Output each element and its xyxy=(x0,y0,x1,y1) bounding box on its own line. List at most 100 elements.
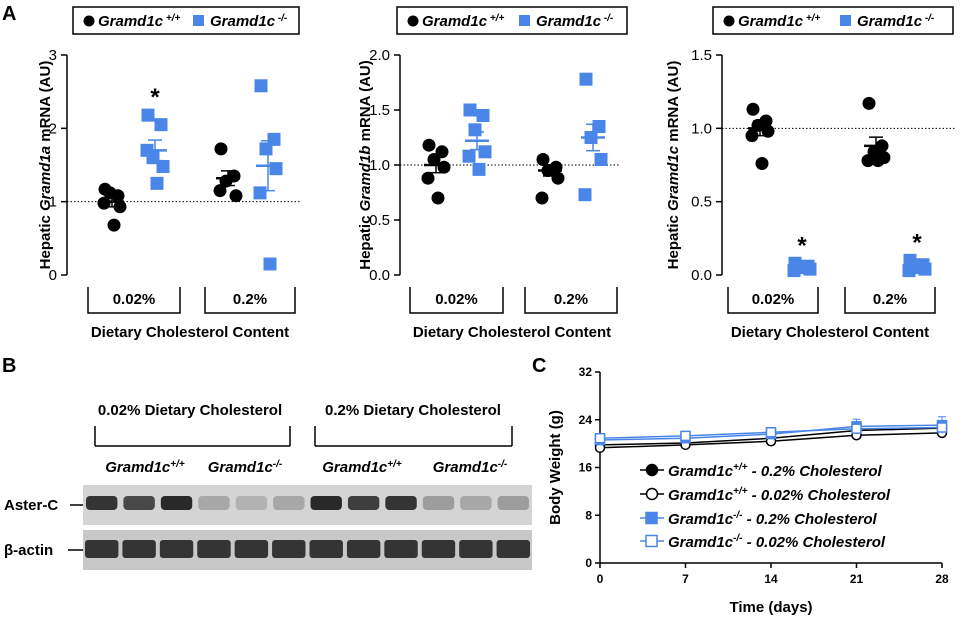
y-axis-label: Hepatic Gramd1c mRNA (AU) xyxy=(665,61,682,270)
legend-marker-wt xyxy=(83,15,95,27)
legend-gene: Gramd1c xyxy=(668,463,734,480)
chart-body-weight: 0 8 16 24 32 0 7 14 21 28 Time (days) Body Weight (… xyxy=(547,365,949,616)
data-point-wt xyxy=(437,160,451,174)
chart-gramd1b: Gramd1c +/+ Gramd1c -/-0.00.51.01.52.0Hep… xyxy=(357,6,628,341)
legend-label-wt: Gramd1c +/+ xyxy=(98,13,180,30)
data-point-ko xyxy=(594,153,608,166)
y-tick-label: 2 xyxy=(49,120,57,137)
legend-gene: Gramd1c xyxy=(668,534,734,551)
data-point-ko xyxy=(592,120,606,133)
y-tick-label: 1 xyxy=(49,194,57,211)
band-actin xyxy=(272,540,306,558)
category-label: 0.02% xyxy=(752,291,795,308)
blot-group-bracket xyxy=(94,426,291,447)
legend-marker xyxy=(645,511,658,525)
band-actin xyxy=(346,540,381,558)
blot-strip-actin xyxy=(83,530,532,570)
y-tick-label: 32 xyxy=(579,365,593,379)
data-point-ko xyxy=(269,162,283,176)
legend-marker-wt xyxy=(723,15,735,27)
y-label-prefix: Hepatic xyxy=(357,211,374,269)
chart-gramd1c: Gramd1c +/+ Gramd1c -/-0.00.51.01.5Hepati… xyxy=(665,6,955,341)
band-actin xyxy=(421,540,456,558)
x-tick-label: 28 xyxy=(935,572,949,586)
y-label-prefix: Hepatic xyxy=(37,211,54,269)
legend-label-ko: Gramd1c -/- xyxy=(536,13,614,30)
legend-suffix: - 0.02% Cholesterol xyxy=(748,487,891,504)
y-label-suffix: mRNA (AU) xyxy=(357,60,374,145)
band-aster xyxy=(385,496,417,510)
band-aster xyxy=(235,496,268,510)
blot-group-label: 0.02% Dietary Cholesterol xyxy=(98,402,282,419)
legend-gene: Gramd1c xyxy=(668,511,734,528)
panel-letter-b: B xyxy=(2,355,16,377)
legend-label-ko: Gramd1c -/- xyxy=(210,13,288,30)
blot-group-bracket xyxy=(314,426,513,447)
band-actin xyxy=(459,540,493,558)
category-bracket xyxy=(727,287,819,314)
data-point-wt xyxy=(755,157,769,171)
x-tick-label: 0 xyxy=(597,572,604,586)
blot-strip-aster xyxy=(83,485,532,525)
data-point-wt xyxy=(107,218,121,232)
data-point-ko xyxy=(478,145,492,159)
data-point-wt xyxy=(536,153,550,166)
band-aster xyxy=(86,496,118,510)
genotype-gene: Gramd1c xyxy=(105,459,171,476)
data-point-ko xyxy=(156,159,170,173)
data-point-wt xyxy=(427,153,441,166)
legend-marker xyxy=(645,487,659,501)
x-axis-label: Dietary Cholesterol Content xyxy=(91,324,289,341)
data-point xyxy=(936,422,948,433)
legend-gene: Gramd1c xyxy=(857,13,923,30)
blot-genotype-label: Gramd1c+/+ xyxy=(322,459,402,476)
y-tick-label: 8 xyxy=(585,508,592,522)
y-tick-label: 0 xyxy=(49,267,57,284)
legend-sup: -/- xyxy=(922,13,935,24)
data-point-ko xyxy=(259,142,273,156)
y-tick-label: 2.0 xyxy=(369,47,390,64)
data-point-wt xyxy=(422,138,436,152)
y-tick-label: 0.0 xyxy=(691,267,712,284)
y-tick-label: 3 xyxy=(49,47,57,64)
band-aster xyxy=(347,496,380,510)
legend-gene: Gramd1c xyxy=(422,13,488,30)
y-tick-label: 24 xyxy=(579,413,593,427)
data-point-ko xyxy=(253,186,267,200)
legend-label: Gramd1c+/+ - 0.2% Cholesterol xyxy=(668,462,883,480)
category-label: 0.2% xyxy=(873,291,907,308)
blot-genotype-label: Gramd1c-/- xyxy=(208,459,283,476)
data-point-wt xyxy=(746,102,760,116)
data-point-ko xyxy=(468,123,482,137)
data-point-wt xyxy=(213,184,227,198)
data-point-ko xyxy=(579,72,593,86)
band-aster xyxy=(123,496,155,510)
data-point-wt xyxy=(97,196,111,210)
data-point-wt xyxy=(871,154,885,168)
data-point-wt xyxy=(229,189,243,203)
x-axis-label: Time (days) xyxy=(729,599,812,616)
legend-marker-wt xyxy=(407,15,419,27)
legend-marker-ko xyxy=(840,15,851,26)
y-tick-label: 0.5 xyxy=(691,194,712,211)
category-label: 0.02% xyxy=(113,291,156,308)
significance-asterisk: * xyxy=(797,232,807,259)
y-axis-label: Body Weight (g) xyxy=(547,410,564,525)
y-label-gene: Gramd1b xyxy=(357,146,374,212)
data-point xyxy=(765,427,777,438)
legend-sup: +/+ xyxy=(733,486,748,497)
category-bracket xyxy=(409,287,504,314)
panel-letter-a: A xyxy=(2,3,16,25)
legend-label-ko: Gramd1c -/- xyxy=(857,13,935,30)
legend-label: Gramd1c+/+ - 0.02% Cholesterol xyxy=(668,486,891,504)
data-point-wt xyxy=(421,171,435,185)
y-tick-label: 0 xyxy=(585,556,592,570)
legend-suffix: - 0.2% Cholesterol xyxy=(748,463,883,480)
y-tick-label: 1.5 xyxy=(691,47,712,64)
genotype-gene: Gramd1c xyxy=(433,459,499,476)
western-blot: 0.02% Dietary Cholesterol 0.2% Dietary Ch… xyxy=(4,402,532,570)
legend-marker xyxy=(645,463,659,477)
legend-label-wt: Gramd1c +/+ xyxy=(738,13,820,30)
band-actin xyxy=(159,540,194,558)
legend-box xyxy=(396,6,628,35)
